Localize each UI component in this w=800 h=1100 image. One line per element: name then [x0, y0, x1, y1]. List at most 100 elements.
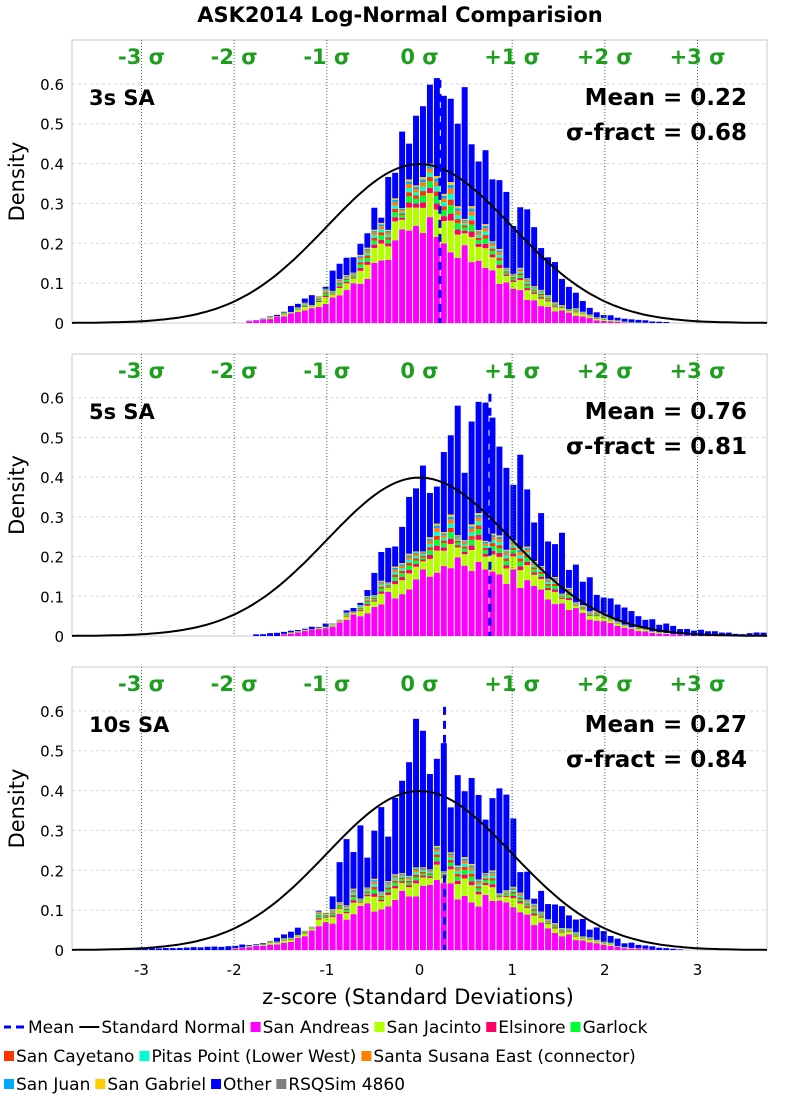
- bar-pitas-point-lower-west: [524, 281, 531, 284]
- bar-other: [420, 465, 426, 552]
- bar-san-andreas: [531, 300, 538, 323]
- bar-san-andreas: [628, 628, 635, 636]
- bar-san-juan: [399, 209, 406, 211]
- bar-san-gabriel: [454, 206, 461, 209]
- bar-other: [148, 948, 155, 950]
- bar-garlock: [371, 598, 378, 601]
- bar-san-andreas: [572, 315, 579, 323]
- bar-san-andreas: [538, 922, 545, 950]
- bar-garlock: [371, 889, 378, 894]
- bar-san-jacinto: [433, 209, 440, 237]
- bar-garlock: [294, 308, 301, 310]
- bar-san-andreas: [503, 902, 510, 950]
- bar-san-gabriel: [517, 892, 524, 894]
- bar-san-andreas: [621, 627, 628, 636]
- bar-elsinore: [357, 901, 364, 903]
- bar-san-andreas: [440, 883, 447, 950]
- bar-san-jacinto: [510, 556, 517, 570]
- bar-elsinore: [517, 277, 524, 281]
- bar-other: [204, 946, 211, 950]
- bar-san-gabriel: [413, 867, 419, 869]
- bar-san-andreas: [475, 906, 482, 950]
- bar-santa-susana-east-connector: [489, 536, 496, 541]
- bar-san-jacinto: [621, 947, 628, 949]
- bar-san-andreas: [496, 900, 503, 950]
- y-tick-label: 0.6: [40, 703, 64, 721]
- bar-san-jacinto: [468, 885, 475, 903]
- bar-san-cayetano: [559, 930, 565, 931]
- bar-other: [385, 836, 392, 882]
- bar-other: [315, 626, 322, 628]
- bar-elsinore: [524, 288, 531, 291]
- bar-san-cayetano: [385, 887, 392, 890]
- bar-san-gabriel: [322, 288, 329, 290]
- bar-san-juan: [524, 547, 531, 550]
- bar-san-juan: [517, 268, 524, 270]
- bar-other: [281, 631, 287, 634]
- bar-san-andreas: [364, 903, 371, 950]
- bar-san-andreas: [406, 896, 413, 950]
- bar-santa-susana-east-connector: [433, 181, 440, 187]
- bar-santa-susana-east-connector: [322, 290, 329, 292]
- bar-garlock: [413, 876, 419, 881]
- bar-pitas-point-lower-west: [406, 559, 413, 563]
- bar-san-cayetano: [447, 527, 454, 533]
- bar-elsinore: [406, 202, 413, 208]
- sigma-label: 0 σ: [400, 672, 438, 696]
- bar-pitas-point-lower-west: [489, 875, 496, 879]
- bar-san-andreas: [253, 945, 260, 950]
- bar-garlock: [538, 573, 545, 577]
- bar-san-gabriel: [454, 865, 461, 867]
- bar-san-jacinto: [600, 617, 607, 622]
- bar-san-cayetano: [385, 237, 392, 240]
- bar-other: [447, 435, 454, 515]
- bar-san-jacinto: [371, 247, 378, 263]
- bar-santa-susana-east-connector: [461, 221, 468, 224]
- bar-san-gabriel: [531, 903, 538, 905]
- bar-garlock: [406, 882, 413, 886]
- bar-garlock: [433, 196, 440, 204]
- x-tick-label: -3: [134, 961, 149, 979]
- bar-san-gabriel: [364, 596, 371, 597]
- bar-garlock: [559, 930, 565, 932]
- bar-san-cayetano: [489, 878, 496, 881]
- legend-label: Elsinore: [498, 1018, 565, 1038]
- bar-san-andreas: [524, 914, 531, 950]
- bar-other: [552, 262, 558, 303]
- bar-other: [482, 150, 489, 225]
- bar-other: [232, 945, 239, 949]
- panel-label: 5s SA: [89, 400, 156, 424]
- bar-elsinore: [426, 876, 433, 878]
- bar-pitas-point-lower-west: [461, 863, 468, 867]
- bar-elsinore: [420, 559, 426, 562]
- bar-san-jacinto: [586, 615, 593, 620]
- legend-label: Santa Susana East (connector): [373, 1047, 635, 1067]
- bar-san-andreas: [392, 240, 399, 323]
- bar-elsinore: [503, 565, 510, 569]
- bar-san-andreas: [454, 557, 461, 636]
- bar-san-andreas: [538, 589, 545, 636]
- legend-swatch: [361, 1051, 372, 1061]
- bar-san-jacinto: [572, 312, 579, 316]
- bar-santa-susana-east-connector: [496, 538, 503, 543]
- bar-san-juan: [378, 892, 385, 894]
- bar-san-juan: [315, 912, 322, 913]
- bar-other: [190, 947, 197, 950]
- legend-swatch: [139, 1051, 150, 1061]
- bar-san-cayetano: [336, 283, 343, 285]
- bar-san-gabriel: [385, 229, 392, 232]
- bar-other: [663, 948, 670, 950]
- bar-san-jacinto: [628, 947, 635, 949]
- bar-elsinore: [545, 300, 552, 302]
- bar-santa-susana-east-connector: [329, 910, 336, 912]
- bar-pitas-point-lower-west: [420, 554, 426, 556]
- bar-other: [461, 87, 468, 219]
- bar-san-jacinto: [406, 573, 413, 590]
- bar-san-jacinto: [343, 913, 350, 920]
- bar-garlock: [447, 205, 454, 214]
- bar-garlock: [322, 293, 329, 296]
- bar-san-cayetano: [579, 607, 586, 608]
- bar-san-cayetano: [475, 237, 482, 241]
- bar-san-andreas: [447, 883, 454, 950]
